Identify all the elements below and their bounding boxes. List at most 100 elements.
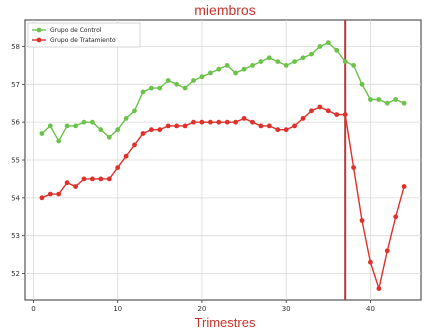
data-point xyxy=(334,112,340,117)
data-point xyxy=(132,108,137,114)
data-point xyxy=(199,74,205,80)
data-point xyxy=(224,119,230,125)
y-tick-label: 56 xyxy=(11,119,20,127)
data-point xyxy=(342,112,348,117)
data-point xyxy=(90,176,95,182)
data-point xyxy=(275,59,281,64)
data-point xyxy=(266,123,272,129)
data-point xyxy=(174,123,180,129)
data-point xyxy=(98,176,104,182)
data-point xyxy=(275,127,281,133)
data-point xyxy=(165,123,171,129)
data-point xyxy=(317,104,323,110)
data-point xyxy=(47,191,53,197)
data-point xyxy=(376,286,382,291)
data-point xyxy=(182,85,188,91)
x-tick-label: 40 xyxy=(366,305,375,313)
data-point xyxy=(140,131,146,136)
x-tick-label: 10 xyxy=(113,305,122,313)
series-group xyxy=(39,40,407,292)
legend-box xyxy=(27,22,141,48)
data-point xyxy=(351,63,356,68)
data-point xyxy=(90,119,95,125)
data-point xyxy=(351,165,356,171)
series-1 xyxy=(39,104,407,292)
legend-label-treatment: Grupo de Tratamiento xyxy=(50,37,116,44)
data-point xyxy=(106,134,112,140)
y-tick-label: 57 xyxy=(11,81,20,89)
y-axis-ticks: 52 53 54 55 56 57 58 xyxy=(11,43,25,278)
data-point xyxy=(81,119,87,125)
data-point xyxy=(73,123,78,129)
data-point xyxy=(292,59,297,64)
data-point xyxy=(241,66,247,72)
data-point xyxy=(123,153,129,159)
data-point xyxy=(393,97,399,102)
data-point xyxy=(401,100,407,106)
data-point xyxy=(368,97,373,102)
x-tick-label: 30 xyxy=(282,305,291,313)
data-point xyxy=(368,259,373,265)
data-point xyxy=(384,100,390,106)
data-point xyxy=(266,55,272,61)
data-point xyxy=(300,55,306,61)
data-point xyxy=(123,116,129,121)
data-point xyxy=(334,47,340,53)
data-point xyxy=(359,218,365,223)
data-point xyxy=(39,195,45,201)
y-tick-label: 54 xyxy=(11,194,20,202)
legend: Grupo de Control Grupo de Tratamiento xyxy=(27,22,141,48)
y-tick-label: 55 xyxy=(11,157,20,165)
data-point xyxy=(140,89,146,95)
data-point xyxy=(258,59,264,64)
data-point xyxy=(233,70,239,76)
data-point xyxy=(157,127,163,133)
data-point xyxy=(81,176,87,182)
data-point xyxy=(300,116,306,121)
data-point xyxy=(115,165,121,171)
data-point xyxy=(56,138,62,144)
y-tick-label: 52 xyxy=(11,270,20,278)
data-point xyxy=(283,127,289,133)
data-point xyxy=(106,176,112,182)
grid-lines xyxy=(25,20,421,300)
data-point xyxy=(359,81,365,87)
x-tick-label: 0 xyxy=(31,305,35,313)
data-point xyxy=(132,142,137,148)
x-tick-label: 20 xyxy=(197,305,206,313)
data-point xyxy=(250,119,255,125)
legend-label-control: Grupo de Control xyxy=(50,27,102,34)
y-tick-label: 58 xyxy=(11,43,20,51)
data-point xyxy=(157,85,163,91)
data-point xyxy=(98,127,104,133)
data-point xyxy=(149,85,154,91)
data-point xyxy=(376,97,382,102)
data-point xyxy=(56,191,62,197)
data-point xyxy=(73,184,78,189)
data-point xyxy=(258,123,264,129)
data-point xyxy=(317,44,323,49)
data-point xyxy=(191,119,196,125)
data-point xyxy=(241,116,247,121)
data-point xyxy=(401,184,407,189)
data-point xyxy=(174,81,180,87)
data-point xyxy=(233,119,239,125)
data-point xyxy=(393,214,399,220)
data-point xyxy=(384,248,390,254)
data-point xyxy=(149,127,154,133)
legend-dot-control xyxy=(36,27,42,33)
data-point xyxy=(39,131,45,136)
data-point xyxy=(64,123,70,129)
legend-dot-treatment xyxy=(36,37,42,43)
data-point xyxy=(216,66,222,72)
data-point xyxy=(325,108,331,114)
data-point xyxy=(208,70,213,76)
data-point xyxy=(199,119,205,125)
data-point xyxy=(208,119,213,125)
y-tick-label: 53 xyxy=(11,232,20,240)
data-point xyxy=(342,59,348,64)
data-point xyxy=(115,127,121,133)
data-point xyxy=(47,123,53,129)
data-point xyxy=(292,123,297,129)
